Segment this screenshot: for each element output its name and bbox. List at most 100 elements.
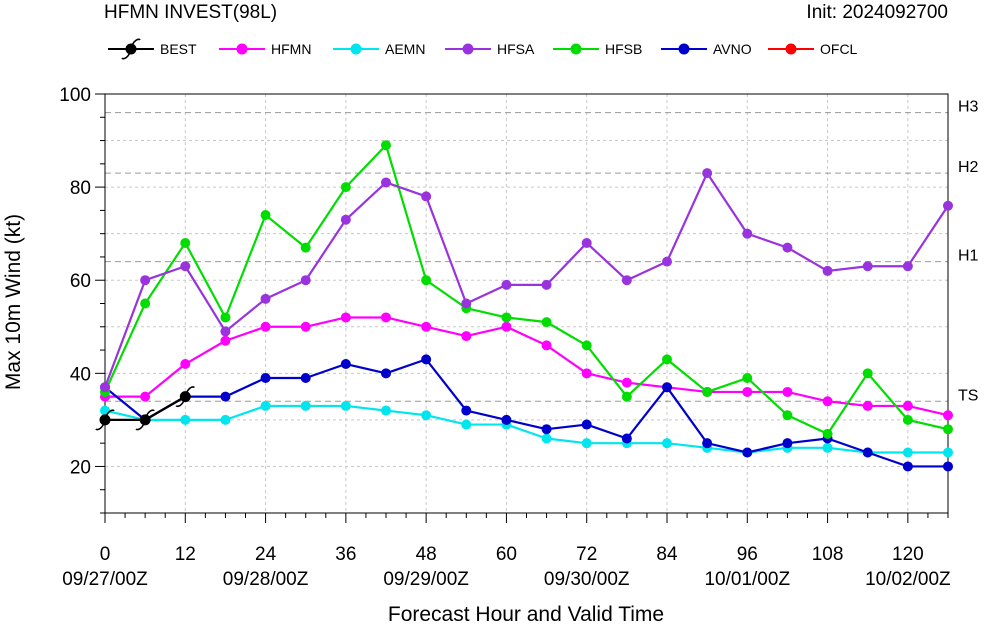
data-point [180, 261, 191, 272]
data-point [782, 242, 793, 253]
legend: BEST HFMN AEMN HFSA HFSB AVNO OFCL [108, 38, 858, 60]
data-point [180, 237, 191, 248]
data-point [581, 237, 592, 248]
data-point [421, 321, 432, 332]
x-date-label: 10/02/00Z [865, 569, 951, 590]
data-point [782, 410, 793, 421]
x-tick-label: 0 [100, 544, 111, 565]
data-point [340, 182, 351, 193]
data-point [662, 354, 672, 365]
data-point [340, 400, 351, 411]
cyclone-icon-core [139, 414, 151, 426]
legend-item: HFSA [445, 41, 535, 57]
data-point [782, 386, 793, 397]
data-point [461, 298, 472, 309]
data-point [501, 321, 512, 332]
legend-label: OFCL [820, 41, 858, 57]
x-date-label: 10/01/00Z [704, 569, 790, 590]
data-point [220, 391, 231, 402]
series-aemn [100, 400, 953, 458]
x-tick-label: 48 [416, 544, 437, 565]
data-point [300, 275, 311, 286]
legend-swatch-marker [785, 43, 797, 55]
data-point [541, 424, 552, 435]
data-point [501, 312, 512, 323]
x-tick-label: 36 [335, 544, 356, 565]
data-point [541, 433, 552, 444]
x-date-label: 09/29/00Z [383, 569, 469, 590]
data-point [541, 317, 552, 328]
data-point [662, 382, 672, 393]
data-point [902, 447, 913, 458]
data-point [220, 414, 231, 425]
data-point [621, 275, 632, 286]
data-point [220, 312, 231, 323]
data-point [300, 372, 311, 383]
data-point [581, 438, 592, 449]
data-point [702, 168, 713, 179]
legend-label: HFMN [271, 41, 311, 57]
data-point [381, 312, 391, 323]
cyclone-icon-core [99, 414, 111, 426]
series-best [95, 386, 196, 431]
data-point [260, 400, 271, 411]
data-point [180, 414, 191, 425]
data-point [943, 447, 953, 458]
data-point [822, 428, 833, 439]
data-point [943, 424, 953, 435]
legend-label: BEST [160, 41, 197, 57]
data-point [902, 261, 913, 272]
data-point [742, 386, 753, 397]
data-point [300, 242, 311, 253]
series-line [104, 404, 948, 454]
data-point [862, 447, 873, 458]
series-line [103, 172, 949, 388]
x-tick-label: 60 [496, 544, 517, 565]
series-hfmn [100, 312, 953, 421]
data-point [581, 368, 592, 379]
data-point [702, 438, 713, 449]
data-point [742, 228, 753, 239]
data-point [822, 265, 833, 276]
axes: 20 40 60 80 100 0 12 24 36 48 60 72 84 96 108 120 09/27/… [59, 85, 951, 590]
data-point [902, 461, 913, 472]
legend-item: BEST [108, 38, 197, 60]
data-point [943, 410, 953, 421]
data-point [220, 326, 231, 337]
legend-swatch-marker [350, 43, 362, 55]
data-point [140, 298, 151, 309]
reference-lines: TS H1 H2 H3 [105, 99, 979, 404]
data-point [461, 405, 472, 416]
cyclone-icon-core [179, 391, 191, 403]
data-point [943, 200, 953, 211]
legend-swatch-marker [462, 43, 474, 55]
legend-label: HFSA [497, 41, 535, 57]
reference-label: TS [958, 387, 978, 404]
legend-swatch-marker [236, 43, 248, 55]
data-point [822, 396, 833, 407]
data-point [621, 377, 632, 388]
data-point [581, 340, 592, 351]
data-point [742, 372, 753, 383]
data-point [902, 414, 913, 425]
legend-item: HFMN [219, 41, 311, 57]
y-tick-label: 20 [70, 457, 91, 478]
data-point [140, 391, 151, 402]
data-point [782, 438, 793, 449]
series-line [105, 316, 949, 417]
data-point [381, 140, 391, 151]
data-point [501, 279, 512, 290]
series-line [104, 358, 948, 468]
data-point [822, 442, 833, 453]
y-tick-label: 80 [70, 178, 91, 199]
x-tick-label: 24 [255, 544, 277, 565]
cyclone-icon-core [125, 43, 137, 55]
x-axis-label: Forecast Hour and Valid Time [388, 603, 664, 624]
data-point [260, 210, 271, 221]
series-line [103, 144, 949, 435]
data-point [461, 419, 472, 430]
legend-item: OFCL [768, 41, 858, 57]
data-point [943, 461, 953, 472]
series-layer [95, 140, 953, 472]
